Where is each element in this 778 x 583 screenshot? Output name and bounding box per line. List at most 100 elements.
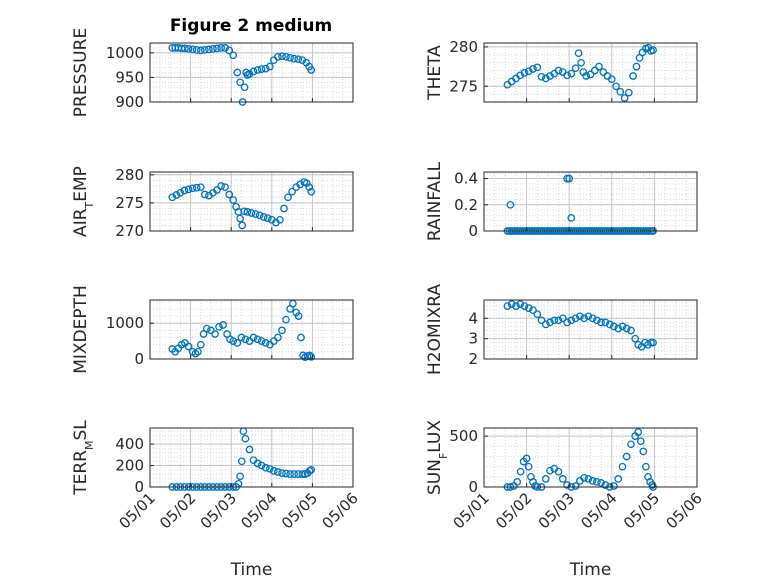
x-tick-label: 05/03 [197,489,240,532]
y-tick-label: 3 [468,330,478,348]
data-point [601,318,610,327]
data-point [294,55,303,64]
data-point [282,52,290,61]
data-point [632,62,641,71]
data-point [257,65,266,73]
data-point [261,339,270,347]
data-point [307,66,316,74]
data-point [240,207,249,216]
axes-frame [149,42,354,103]
data-point [200,190,209,199]
data-point [298,470,307,478]
y-tick-label: 400 [115,435,144,453]
data-point [593,316,601,325]
data-point [240,83,249,92]
data-point [229,51,238,60]
data-point [571,482,580,490]
data-point [577,58,585,67]
data-point [541,475,550,483]
data-point [261,64,270,73]
data-point [612,82,620,91]
y-tick-label: 0 [134,478,144,496]
y-tick-label: 0.2 [454,196,478,214]
y-tick-label: 500 [449,427,478,445]
data-point [584,475,593,483]
data-point [636,437,645,446]
data-point [582,72,591,80]
data-point [567,316,576,325]
data-point [263,214,272,222]
x-tick-label: 05/02 [492,489,535,532]
y-tick-label: 1000 [106,314,144,332]
data-point [237,333,246,342]
data-point [563,481,571,489]
y-tick-label: 275 [449,77,478,95]
data-point [269,467,278,475]
y-tick-label: 0 [134,350,144,368]
data-point [503,302,512,310]
y-tick-label: 2 [468,350,478,368]
y-tick-label: 950 [115,68,144,86]
data-point [168,193,177,202]
data-point [192,46,201,54]
axes-frame [483,42,698,103]
data-point [290,470,298,478]
data-point [516,467,525,476]
y-axis-label: H2OMIXRA [425,284,445,375]
data-point [558,475,567,483]
y-tick-label: 1000 [106,44,144,62]
axes-frame [149,427,354,488]
x-tick-label: 05/05 [278,489,321,532]
data-point [261,463,270,472]
data-point [274,468,282,476]
y-axis-label: SUNFLUX [425,420,450,495]
data-point [507,300,516,308]
data-point [286,53,294,62]
x-tick-label: 05/04 [577,489,620,532]
data-point [184,185,193,194]
data-point [627,440,635,449]
minor-grid [484,172,697,232]
axes-frame [483,427,698,488]
axes-frame [149,299,354,360]
data-point [629,72,637,80]
data-point [172,191,181,199]
data-point [188,45,197,54]
data-point [601,481,610,489]
x-axis-label: Time [569,560,612,580]
data-point [565,174,574,183]
y-tick-label: 280 [449,38,478,56]
plot-area [484,43,697,102]
data-point [529,65,537,73]
data-point [618,322,627,331]
data-point [180,186,189,195]
data-point [278,469,286,477]
data-point [192,183,201,192]
subplot-3: 270 275 280 AIRTEMP [71,166,354,240]
axes-frame [149,171,354,232]
x-tick-label: 05/05 [620,489,663,532]
data-point [537,316,546,325]
data-point [649,338,657,347]
data-point [614,475,623,483]
y-tick-label: 900 [115,93,144,111]
data-point [278,326,286,335]
data-point [571,314,580,323]
data-point [243,208,252,216]
data-point [588,314,597,323]
data-point [580,314,588,323]
data-point [597,479,605,487]
data-point [567,69,576,78]
data-point [215,322,223,331]
data-point [529,306,537,315]
data-point [209,45,217,53]
data-point [194,347,202,356]
data-series [168,299,316,362]
data-point [593,478,601,486]
data-point [558,314,567,323]
data-point [610,322,618,331]
subplot-1: 900 950 1000 PRESSURE [71,28,354,117]
data-point [512,302,520,310]
data-point [225,190,234,199]
